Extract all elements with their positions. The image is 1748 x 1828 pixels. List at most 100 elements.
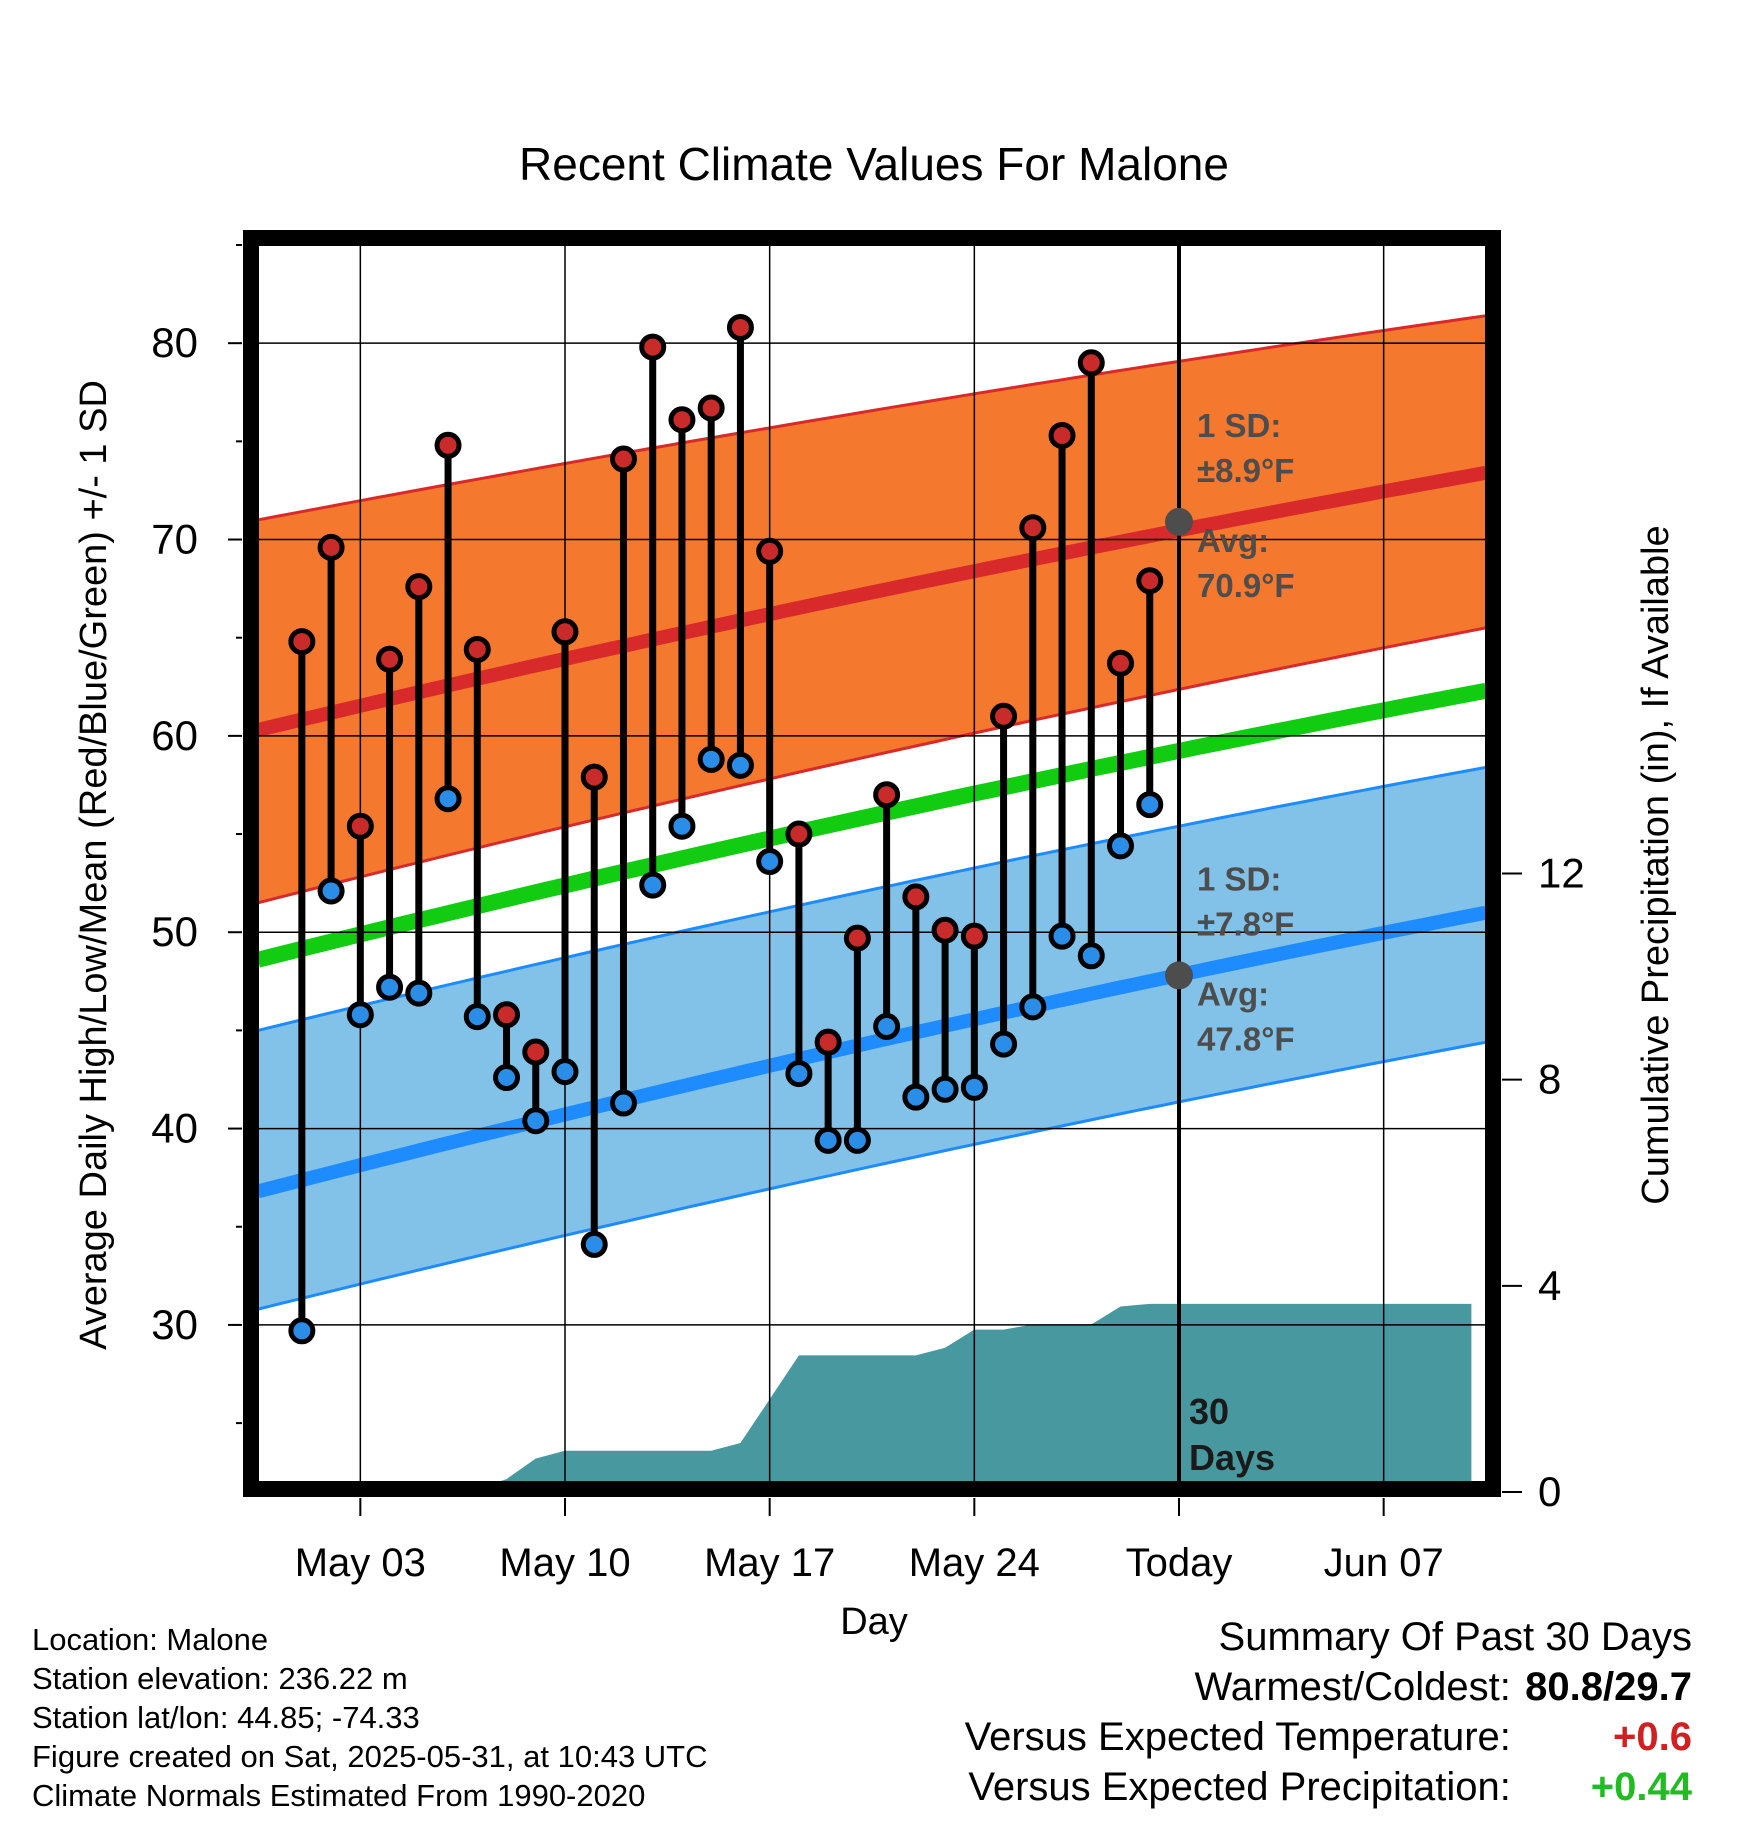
- daily-high-point: [346, 812, 374, 840]
- warm-cold-label: Warmest/Coldest:: [1194, 1665, 1511, 1709]
- low-avg-value: 47.8°F: [1197, 1020, 1295, 1057]
- daily-low-point: [376, 973, 404, 1001]
- daily-high-point: [726, 313, 754, 341]
- daily-low-point: [639, 871, 667, 899]
- daily-low-point: [1077, 942, 1105, 970]
- temp-anomaly-label: Versus Expected Temperature:: [964, 1715, 1511, 1759]
- daily-low-point: [668, 812, 696, 840]
- plot-frame: [243, 230, 1501, 1497]
- daily-high-point: [493, 1001, 521, 1029]
- summary-heading: Summary Of Past 30 Days: [1218, 1615, 1692, 1659]
- x-tick-label: May 03: [295, 1541, 426, 1585]
- daily-low-point: [1136, 791, 1164, 819]
- chart-title: Recent Climate Values For Malone: [519, 138, 1229, 190]
- today-low-avg-marker: [1165, 961, 1193, 990]
- daily-high-point: [990, 702, 1018, 730]
- daily-low-point: [434, 785, 462, 813]
- y2-tick-label: 8: [1538, 1056, 1561, 1103]
- daily-high-point: [522, 1038, 550, 1066]
- temp-anomaly-value: +0.6: [1613, 1715, 1692, 1759]
- plot-inner: [258, 245, 1486, 1482]
- daily-mean-line: [258, 682, 1486, 968]
- daily-low-point: [580, 1230, 608, 1258]
- daily-low-point: [346, 1001, 374, 1029]
- precip-area: [497, 1303, 1472, 1482]
- y-tick-label: 30: [151, 1301, 198, 1348]
- summary-panel: Summary Of Past 30 Days Warmest/Coldest:…: [965, 1612, 1692, 1812]
- y-tick-label: 70: [151, 516, 198, 563]
- daily-high-point: [551, 618, 579, 646]
- daily-low-point: [756, 848, 784, 876]
- today-high-avg-marker: [1165, 507, 1193, 536]
- y2-tick-label: 0: [1538, 1468, 1561, 1515]
- today-days-label: 30: [1189, 1391, 1229, 1432]
- latlon-text: Station lat/lon: 44.85; -74.33: [32, 1700, 420, 1735]
- daily-low-point: [697, 745, 725, 773]
- daily-low-point: [493, 1064, 521, 1092]
- y-axis-label: Average Daily High/Low/Mean (Red/Blue/Gr…: [73, 380, 115, 1350]
- daily-high-point: [1048, 421, 1076, 449]
- daily-high-point: [1107, 649, 1135, 677]
- daily-high-point: [434, 431, 462, 459]
- daily-low-point: [902, 1083, 930, 1111]
- precip-anomaly-label: Versus Expected Precipitation:: [968, 1765, 1511, 1809]
- today-days-label: Days: [1189, 1437, 1275, 1478]
- daily-high-point: [931, 916, 959, 944]
- high-sd-label: 1 SD:: [1197, 407, 1281, 444]
- daily-high-point: [639, 333, 667, 361]
- daily-low-point: [843, 1126, 871, 1154]
- daily-low-point: [1048, 922, 1076, 950]
- daily-high-point: [697, 394, 725, 422]
- daily-low-point: [463, 1003, 491, 1031]
- elevation-text: Station elevation: 236.22 m: [32, 1661, 408, 1696]
- daily-low-point: [814, 1126, 842, 1154]
- location-text: Location: Malone: [32, 1622, 269, 1657]
- y-tick-label: 50: [151, 908, 198, 955]
- high-lower-edge: [258, 626, 1486, 905]
- y2-tick-label: 12: [1538, 850, 1585, 897]
- low-sd-value: ±7.8°F: [1197, 905, 1294, 942]
- high-sd-value: ±8.9°F: [1197, 452, 1294, 489]
- plot-area: 1 SD: ±8.9°F Avg: 70.9°F 1 SD: ±7.8°F Avg: 47.8…: [151, 230, 1585, 1585]
- daily-high-point: [405, 573, 433, 601]
- daily-low-point: [726, 751, 754, 779]
- summary-precip: Versus Expected Precipitation: +0.44: [965, 1762, 1692, 1812]
- warm-cold-value: 80.8/29.7: [1525, 1665, 1692, 1709]
- daily-high-point: [288, 628, 316, 656]
- x-tick-label: Jun 07: [1324, 1541, 1444, 1585]
- summary-warm-cold: Warmest/Coldest: 80.8/29.7: [965, 1662, 1693, 1712]
- precip-anomaly-value: +0.44: [1590, 1765, 1692, 1809]
- daily-low-point: [931, 1075, 959, 1103]
- low-sd-label: 1 SD:: [1197, 860, 1281, 897]
- daily-high-point: [785, 820, 813, 848]
- daily-high-point: [1019, 514, 1047, 542]
- normals-text: Climate Normals Estimated From 1990-2020: [32, 1778, 646, 1813]
- daily-high-point: [580, 763, 608, 791]
- x-axis-label: Day: [840, 1601, 908, 1643]
- y-tick-label: 40: [151, 1105, 198, 1152]
- daily-high-point: [902, 883, 930, 911]
- y2-axis-label: Cumulative Precipitation (in), If Availa…: [1635, 525, 1677, 1204]
- daily-high-point: [376, 645, 404, 673]
- high-avg-value: 70.9°F: [1197, 567, 1295, 604]
- y-tick-label: 80: [151, 319, 198, 366]
- daily-high-point: [814, 1028, 842, 1056]
- daily-low-point: [1019, 993, 1047, 1021]
- daily-low-point: [522, 1107, 550, 1135]
- x-tick-label: May 17: [704, 1541, 835, 1585]
- daily-low-point: [1107, 832, 1135, 860]
- daily-low-point: [785, 1060, 813, 1088]
- daily-high-point: [463, 635, 491, 663]
- low-mean-line: [258, 905, 1486, 1199]
- daily-high-point: [668, 406, 696, 434]
- high-mean-line: [258, 465, 1486, 737]
- daily-low-point: [551, 1058, 579, 1086]
- low-lower-edge: [258, 1040, 1486, 1311]
- daily-low-point: [873, 1012, 901, 1040]
- x-tick-label: Today: [1126, 1541, 1233, 1585]
- y-tick-label: 60: [151, 712, 198, 759]
- station-info: Location: Malone Station elevation: 236.…: [32, 1620, 708, 1815]
- high-avg-label: Avg:: [1197, 522, 1269, 559]
- low-upper-edge: [258, 765, 1486, 1032]
